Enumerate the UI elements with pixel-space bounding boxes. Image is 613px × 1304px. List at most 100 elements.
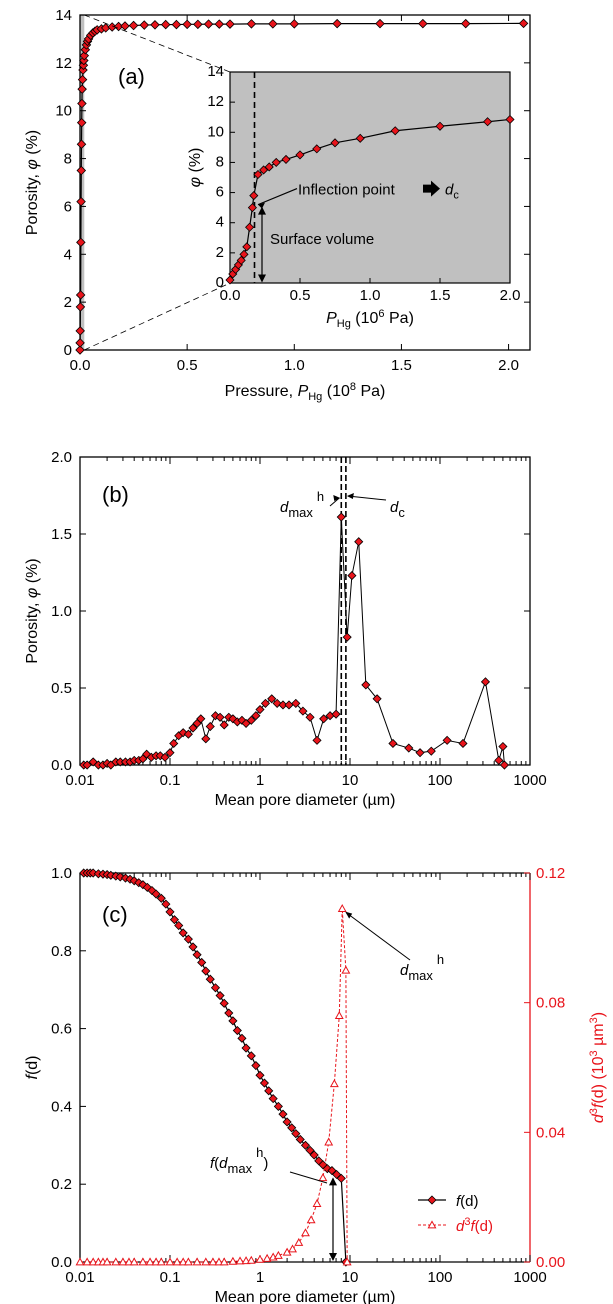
data-point <box>150 20 160 30</box>
data-point <box>372 694 382 704</box>
d3fd-data-point <box>235 1256 245 1265</box>
data-point <box>182 19 192 30</box>
f-dmax-label: f(dmaxh) <box>210 1145 268 1176</box>
x-tick-label: 0.0 <box>70 357 91 374</box>
data-point <box>201 734 211 744</box>
d3fd-data-point <box>192 1257 202 1266</box>
d3fd-data-point <box>124 1257 134 1266</box>
data-point <box>291 698 301 708</box>
f-dmax-pointer <box>289 1171 328 1184</box>
data-point <box>267 694 277 704</box>
panel-c: 0.01 0.1 1 10 100 1000 0.0 0.2 0.4 0.6 0.8 1.0 0.00 0… <box>24 865 607 1304</box>
inset-y-tick-label: 10 <box>207 123 224 140</box>
data-point <box>298 706 308 716</box>
y-tick-label: 1.0 <box>51 603 72 620</box>
data-point <box>160 19 171 30</box>
panel-label: (b) <box>102 482 129 507</box>
data-point <box>169 738 179 749</box>
x-tick-label: 0.5 <box>177 357 198 374</box>
fd-data-point <box>295 1134 305 1145</box>
inset-y-axis-label: φ (%) <box>187 148 204 188</box>
surface-volume-arrowhead-top <box>258 206 266 215</box>
data-point <box>305 712 315 722</box>
inset-data-point <box>330 138 340 148</box>
data-point <box>160 752 170 762</box>
shaded-region <box>80 15 85 350</box>
y-tick-label: 0.5 <box>51 680 72 697</box>
d3fd-data-point <box>208 1257 218 1266</box>
inset-data-point <box>483 117 493 127</box>
x-tick-label: 0.1 <box>160 772 181 789</box>
inset-y-tick-label: 8 <box>216 153 224 170</box>
data-point <box>460 18 471 29</box>
data-point <box>78 65 88 75</box>
data-point <box>215 712 225 722</box>
data-point <box>120 21 130 31</box>
inset-x-tick-label: 0.5 <box>290 287 311 304</box>
d3fd-data-point <box>145 1257 155 1266</box>
data-point <box>255 704 265 715</box>
data-point <box>76 117 87 128</box>
inset-x-axis-label: PHg (106 Pa) <box>326 308 414 330</box>
data-point <box>75 345 85 355</box>
fd-data-point <box>147 885 157 896</box>
data-point <box>76 165 87 176</box>
y-tick-label: 1.5 <box>51 526 72 543</box>
data-point <box>183 729 193 739</box>
fd-data-point <box>228 1016 238 1026</box>
inset-data-point <box>242 242 252 252</box>
data-point <box>237 715 247 725</box>
y-tick-label: 0 <box>64 342 72 359</box>
inset-data-point <box>281 154 291 164</box>
dc-label: dc <box>445 182 459 202</box>
data-point <box>289 19 300 29</box>
inset-x-tick-label: 1.5 <box>430 287 451 304</box>
fd-data-point <box>251 1060 261 1071</box>
fd-data-point <box>278 1109 288 1119</box>
inset-data-point <box>312 144 322 154</box>
fd-data-point <box>287 1123 297 1133</box>
dmax-label: dmaxh <box>280 489 324 520</box>
data-point <box>203 19 214 29</box>
x-tick-label: 10 <box>342 1269 359 1286</box>
data-point <box>78 60 89 71</box>
d3fd-data-point <box>329 1079 339 1088</box>
data-point <box>494 755 504 765</box>
d3fd-data-point <box>118 1257 128 1266</box>
data-point <box>193 19 203 30</box>
y-tick-label-right: 0.00 <box>536 1254 565 1271</box>
d3fd-data-point <box>172 1257 182 1266</box>
y-tick-label: 0.0 <box>51 757 72 774</box>
d3fd-data-point <box>334 1011 344 1020</box>
x-tick-label: 1000 <box>513 772 546 789</box>
fd-data-point <box>336 1173 346 1183</box>
d3fd-data-point <box>219 1257 229 1266</box>
y-tick-label: 1.0 <box>51 865 72 882</box>
data-point <box>418 18 428 29</box>
fd-data-point <box>161 899 171 909</box>
x-axis-label: Pressure, PHg (108 Pa) <box>225 381 386 403</box>
arrow-right-icon <box>423 180 440 197</box>
legend-fd-label: f(d) <box>456 1193 479 1210</box>
fd-data-point <box>268 1094 278 1104</box>
data-point <box>178 728 188 738</box>
d3fd-data-point <box>337 904 347 913</box>
d3fd-data-point <box>82 1257 92 1266</box>
fd-data-point <box>255 1070 265 1080</box>
fd-data-point <box>264 1086 274 1096</box>
inset-data-point <box>271 157 281 167</box>
x-tick-label: 1000 <box>513 1269 546 1286</box>
data-point <box>210 711 221 721</box>
y-tick-label: 0.4 <box>51 1098 72 1115</box>
data-point <box>375 18 385 29</box>
data-point <box>336 512 346 522</box>
data-point <box>458 738 468 749</box>
inset-x-tick-label: 0.0 <box>220 287 241 304</box>
inset-data-point <box>245 222 255 232</box>
d3fd-data-point <box>246 1255 256 1264</box>
x-tick-label: 0.1 <box>160 1269 181 1286</box>
fd-data-point <box>188 942 198 952</box>
fd-data-point <box>237 1033 247 1043</box>
data-point <box>251 711 261 721</box>
data-point <box>361 680 371 690</box>
